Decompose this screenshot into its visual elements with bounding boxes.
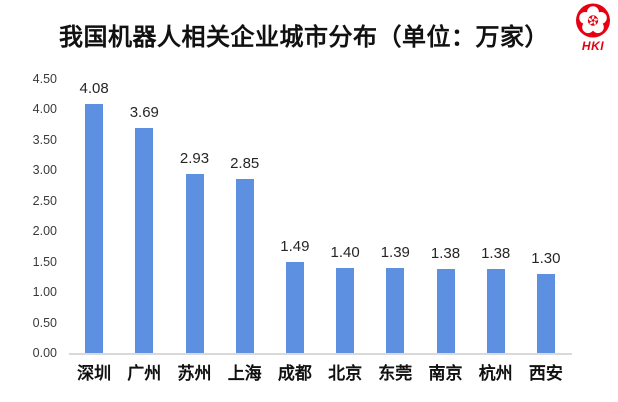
y-axis-tick-label: 1.00: [32, 285, 57, 299]
y-axis-tick-label: 3.50: [32, 132, 57, 147]
x-axis-category-label: 北京: [328, 364, 363, 383]
x-axis-category-label: 西安: [528, 364, 563, 383]
y-axis-tick-label: 3.00: [32, 163, 57, 177]
bar-value-label: 3.69: [129, 103, 159, 121]
bar-chart: 4.50 4.00 3.50 3.00 2.50 2.00 1.50 1.00 0.50 0.00…: [0, 60, 618, 402]
bar-深圳: [85, 104, 104, 353]
bar-value-label: 1.40: [330, 243, 360, 261]
bar-南京: [436, 268, 455, 353]
y-axis-tick-label: 1.50: [32, 254, 57, 269]
bar-value-label: 2.93: [179, 150, 210, 168]
x-axis-line: [69, 353, 572, 355]
bar-value-label: 2.85: [230, 155, 260, 173]
bar-成都: [285, 262, 304, 353]
x-axis-category-label: 苏州: [177, 364, 212, 383]
bar-北京: [336, 267, 355, 353]
y-axis-tick-label: 2.00: [32, 224, 57, 238]
logo-text: HKI: [581, 39, 605, 53]
x-axis-category-label: 东莞: [378, 364, 413, 383]
x-axis-category-label: 成都: [277, 364, 312, 383]
x-axis-category-label: 深圳: [77, 364, 112, 383]
bar-value-label: 1.38: [430, 244, 461, 262]
bar-西安: [536, 273, 555, 353]
x-axis-category-label: 南京: [428, 364, 463, 383]
bar-value-label: 1.49: [280, 238, 310, 256]
y-axis-tick-label: 0.50: [32, 315, 57, 330]
logo-flower-icon: [576, 3, 610, 38]
logo: HKI: [571, 2, 615, 54]
y-axis-tick-label: 0.00: [32, 346, 57, 360]
y-axis-tick-label: 4.50: [32, 71, 57, 86]
bar-苏州: [185, 174, 204, 353]
bar-上海: [235, 179, 254, 353]
bar-东莞: [386, 268, 405, 353]
x-axis-category-label: 杭州: [478, 364, 513, 383]
bar-value-label: 1.39: [380, 244, 410, 262]
bar-value-label: 1.30: [531, 249, 561, 267]
bar-value-label: 1.38: [481, 244, 511, 262]
x-axis-category-label: 广州: [127, 364, 162, 383]
bar-广州: [135, 127, 154, 353]
y-axis-tick-label: 2.50: [32, 193, 57, 208]
bar-杭州: [486, 268, 505, 353]
y-axis-tick-label: 4.00: [32, 102, 57, 116]
bar-value-label: 4.08: [79, 80, 109, 98]
chart-title: 我国机器人相关企业城市分布（单位：万家）: [59, 24, 549, 51]
x-axis-category-label: 上海: [227, 364, 262, 383]
